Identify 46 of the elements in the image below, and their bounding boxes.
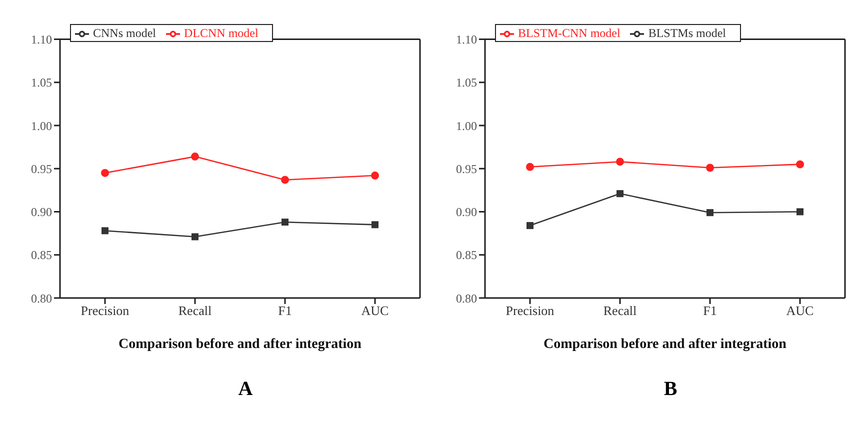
x-axis-title: Comparison before and after integration <box>544 337 787 352</box>
point <box>191 152 199 161</box>
y-tick-label: 1.05 <box>456 76 477 90</box>
legend-label: CNNs model <box>93 26 156 40</box>
x-tick-label: F1 <box>278 303 292 318</box>
point <box>371 172 379 180</box>
point <box>616 190 624 198</box>
point <box>706 164 714 172</box>
y-tick-label: 0.80 <box>31 291 52 306</box>
point <box>796 208 804 216</box>
y-tick-label: 0.90 <box>31 205 52 220</box>
y-tick-label: 1.10 <box>456 32 477 47</box>
y-tick-label: 1.10 <box>31 32 52 47</box>
x-tick-label: Recall <box>178 303 212 318</box>
legend-label: BLSTM-CNN model <box>518 26 620 40</box>
point <box>372 221 378 228</box>
y-tick-label: 0.80 <box>456 291 477 306</box>
point <box>282 218 288 226</box>
y-tick-label: 0.85 <box>31 248 52 262</box>
x-tick-label: AUC <box>361 303 389 318</box>
text: A <box>238 378 253 400</box>
x-tick-label: F1 <box>703 303 717 318</box>
x-tick-label: Precision <box>80 303 130 318</box>
text: B <box>664 378 678 400</box>
x-tick-label: Precision <box>506 303 555 318</box>
y-tick-label: 1.00 <box>456 118 477 133</box>
point <box>102 227 108 234</box>
y-tick-label: 0.85 <box>456 248 477 262</box>
y-tick-label: 0.95 <box>31 162 52 176</box>
x-tick-label: Recall <box>603 303 637 318</box>
y-tick-label: 1.00 <box>31 118 52 133</box>
point <box>192 233 198 240</box>
point <box>526 222 534 230</box>
point <box>526 162 534 171</box>
point <box>101 168 109 177</box>
y-tick-label: 0.90 <box>456 205 477 220</box>
point <box>616 158 624 166</box>
legend-label: BLSTMs model <box>648 26 726 40</box>
point <box>706 209 714 216</box>
x-tick-label: AUC <box>786 303 814 318</box>
y-tick-label: 0.95 <box>456 162 477 176</box>
legend-label: DLCNN model <box>184 26 258 40</box>
x-axis-title: Comparison before and after integration <box>118 337 362 352</box>
y-tick-label: 1.05 <box>31 76 52 90</box>
point <box>281 176 289 184</box>
point <box>796 160 804 168</box>
